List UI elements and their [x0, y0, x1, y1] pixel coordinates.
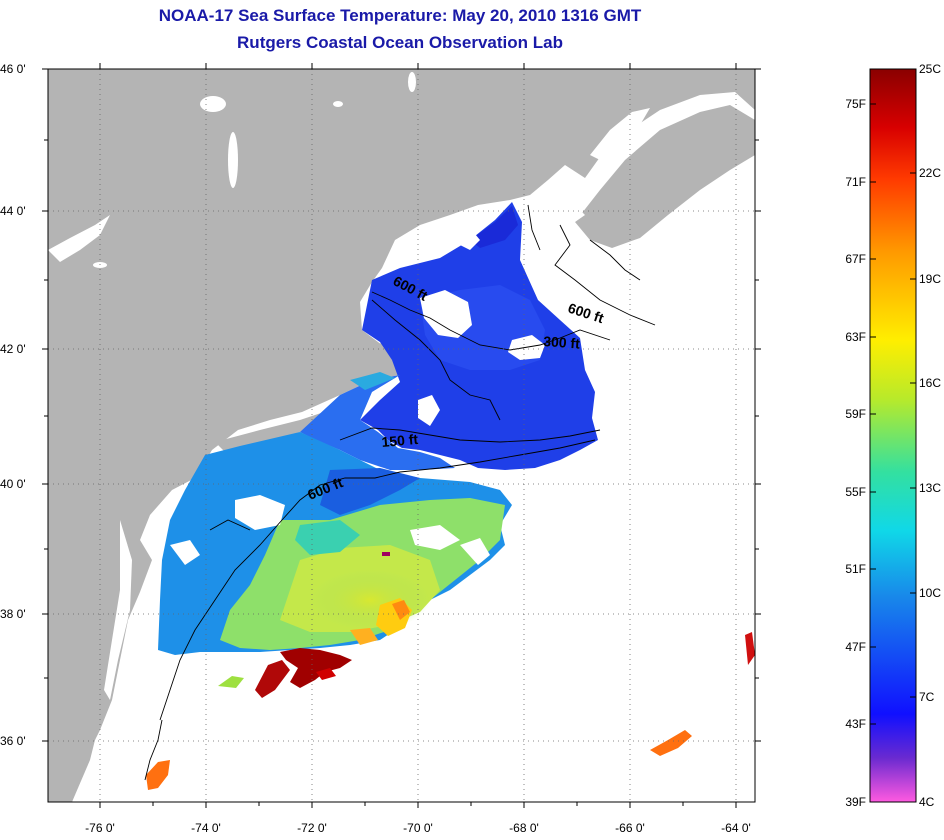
tick-marks: [42, 63, 761, 808]
colorbar-gradient: [869, 68, 917, 803]
colorbar-f-label: 71F: [845, 175, 866, 189]
map-title: NOAA-17 Sea Surface Temperature: May 20,…: [158, 6, 642, 25]
colorbar-c-label: 22C: [919, 166, 941, 180]
land: [48, 69, 755, 802]
lat-label: 40 0': [0, 477, 26, 491]
lat-label: 38 0': [0, 607, 26, 621]
lon-label: -66 0': [615, 821, 645, 835]
colorbar-c-label: 25C: [919, 62, 941, 76]
bathymetry-contours: [144, 204, 656, 781]
colorbar-c-label: 10C: [919, 586, 941, 600]
colorbar-f-label: 43F: [845, 717, 866, 731]
lat-label: 44 0': [0, 204, 26, 218]
colorbar-c-label: 4C: [919, 795, 935, 809]
lon-label: -76 0': [85, 821, 115, 835]
colorbar-c-label: 16C: [919, 376, 941, 390]
lon-label: -68 0': [509, 821, 539, 835]
lon-label: -72 0': [297, 821, 327, 835]
colorbar-f-label: 75F: [845, 97, 866, 111]
colorbar-f-label: 55F: [845, 485, 866, 499]
map-subtitle: Rutgers Coastal Ocean Observation Lab: [237, 33, 563, 52]
colorbar-f-label: 63F: [845, 330, 866, 344]
colorbar-f-label: 39F: [845, 795, 866, 809]
colorbar-f-label: 47F: [845, 640, 866, 654]
lat-label: 46 0': [0, 62, 26, 76]
colorbar: 75F 71F 67F 63F 59F 55F 51F 47F 43F 39F …: [845, 62, 941, 809]
colorbar-f-label: 67F: [845, 252, 866, 266]
contour-label: 300 ft: [543, 333, 581, 352]
lon-label: -70 0': [403, 821, 433, 835]
map-frame: [47, 68, 756, 803]
inland-water: [48, 72, 650, 700]
lat-label: 36 0': [0, 734, 26, 748]
lon-label: -64 0': [721, 821, 751, 835]
sst-field: [146, 202, 755, 790]
longitude-labels: -76 0' -74 0' -72 0' -70 0' -68 0' -66 0…: [85, 821, 751, 835]
lat-label: 42 0': [0, 342, 26, 356]
latitude-labels: 46 0' 44 0' 42 0' 40 0' 38 0' 36 0': [0, 62, 26, 748]
colorbar-f-label: 59F: [845, 407, 866, 421]
contour-label: 150 ft: [381, 431, 419, 450]
lon-label: -74 0': [191, 821, 221, 835]
graticule: [48, 69, 755, 802]
colorbar-c-label: 13C: [919, 481, 941, 495]
colorbar-c-label: 19C: [919, 272, 941, 286]
colorbar-f-label: 51F: [845, 562, 866, 576]
colorbar-c-label: 7C: [919, 690, 935, 704]
